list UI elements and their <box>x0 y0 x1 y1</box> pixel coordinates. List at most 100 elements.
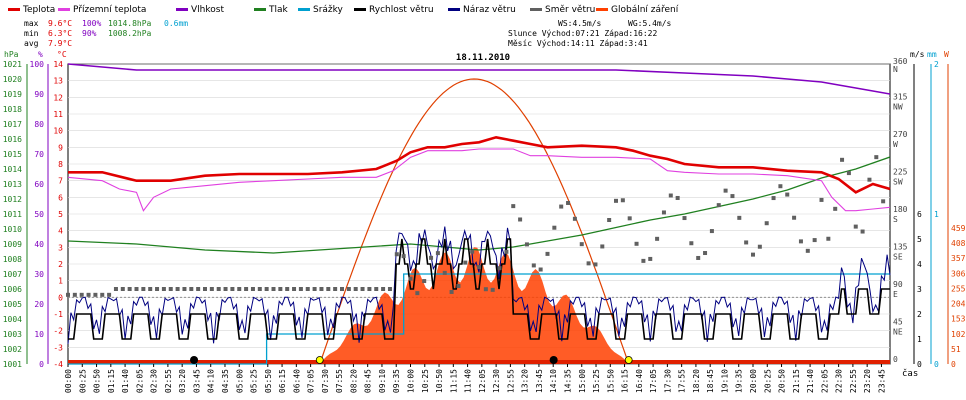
hpa-tick: 1008 <box>3 255 22 264</box>
stat-humidity: 90% <box>82 29 97 38</box>
legend-label: Teplota <box>22 5 55 15</box>
wind-dir-point <box>429 255 434 260</box>
ms-unit: m/s <box>910 50 925 59</box>
wind-dir-point <box>155 287 160 291</box>
wind-dir-point <box>381 287 386 291</box>
celsius-tick: -3 <box>53 343 63 352</box>
legend: Teplota Přízemní teplota Vlhkost Tlak Srážky… <box>8 5 679 15</box>
dir-tick: 0 <box>893 355 898 364</box>
celsius-tick: 6 <box>58 193 63 202</box>
dir-label: SE <box>893 253 903 262</box>
x-tick-label: 09:10 <box>378 369 387 393</box>
info-wg: WG:5.4m/s <box>628 19 672 28</box>
hpa-tick: 1012 <box>3 195 22 204</box>
stat-label: avg <box>24 39 39 48</box>
wind-dir-point <box>442 270 447 275</box>
hpa-tick: 1018 <box>3 105 22 114</box>
x-tick-label: 02:30 <box>150 369 159 393</box>
x-tick-label: 16:15 <box>621 369 630 393</box>
x-tick-label: 14:10 <box>549 369 558 393</box>
wind-dir-point <box>757 244 762 249</box>
wind-dir-point <box>230 287 235 291</box>
wm-tick: 306 <box>951 269 966 278</box>
wind-dir-point <box>723 188 728 193</box>
hpa-tick: 1004 <box>3 315 22 324</box>
dir-tick: 270 <box>893 130 908 139</box>
wind-dir-point <box>333 287 338 291</box>
wind-dir-point <box>655 236 660 241</box>
wind-dir-point <box>120 287 125 291</box>
celsius-tick: 5 <box>58 210 63 219</box>
wind-dir-point <box>689 241 694 246</box>
legend-label: Rychlost větru <box>369 5 434 15</box>
wind-dir-point <box>216 287 221 291</box>
stat-temp: 6.3°C <box>48 29 72 38</box>
wind-dir-point <box>182 287 187 291</box>
pct-tick: 100 <box>30 60 45 69</box>
wind-dir-point <box>477 265 481 270</box>
legend-swatch <box>448 8 460 11</box>
x-tick-label: 04:10 <box>207 369 216 393</box>
stat-temp: 9.6°C <box>48 19 72 28</box>
wind-dir-point <box>614 198 618 203</box>
wind-dir-point <box>812 238 817 243</box>
ms-tick: 6 <box>917 210 922 219</box>
wind-dir-point <box>141 287 146 291</box>
wind-dir-point <box>100 292 105 297</box>
plot-area <box>66 63 891 365</box>
wind-dir-point <box>518 217 523 222</box>
wind-dir-point <box>620 198 625 203</box>
hpa-tick: 1001 <box>3 360 22 369</box>
wind-dir-point <box>326 287 331 291</box>
hpa-tick: 1009 <box>3 240 22 249</box>
wind-dir-point <box>244 287 249 291</box>
wind-dir-point <box>709 229 714 234</box>
wind-dir-point <box>764 221 769 226</box>
wind-dir-point <box>292 287 297 291</box>
wm-unit: W <box>944 50 949 59</box>
x-tick-label: 02:05 <box>135 369 144 393</box>
celsius-tick: 4 <box>58 227 63 236</box>
x-tick-label: 17:30 <box>663 369 672 393</box>
x-tick-label: 20:50 <box>778 369 787 393</box>
humidity-line <box>67 63 891 95</box>
wind-dir-point <box>853 224 858 229</box>
info-sun: Slunce Východ:07:21 Západ:16:22 <box>508 29 657 38</box>
wind-dir-point <box>682 216 687 221</box>
dir-tick: 45 <box>893 318 903 327</box>
wind-dir-point <box>203 287 207 291</box>
wind-dir-point <box>792 215 797 220</box>
wind-dir-point <box>751 252 755 257</box>
legend-swatch <box>596 8 608 11</box>
ground-temp-line <box>67 148 891 212</box>
hpa-tick: 1015 <box>3 150 22 159</box>
wind-dir-point <box>703 251 708 256</box>
legend-label: Směr větru <box>545 5 595 15</box>
wind-dir-point <box>579 242 584 247</box>
pct-tick: 40 <box>34 240 44 249</box>
wind-dir-point <box>730 194 735 199</box>
hpa-tick: 1007 <box>3 270 22 279</box>
x-tick-label: 00:25 <box>78 369 87 393</box>
wind-dir-point <box>538 267 543 272</box>
hpa-tick: 1014 <box>3 165 22 174</box>
legend-swatch <box>176 8 188 11</box>
sunset-marker <box>624 356 633 364</box>
hpa-tick: 1011 <box>3 210 22 219</box>
x-axis-ticks: 00:00 00:25 00:50 01:15 01:40 02:05 02:30 02:55… <box>64 364 886 393</box>
dir-label: NE <box>893 328 903 337</box>
wind-dir-point <box>168 287 173 291</box>
wind-dir-point <box>408 276 413 281</box>
wind-dir-point <box>798 239 803 244</box>
wind-dir-point <box>463 260 468 265</box>
legend-swatch <box>254 8 266 11</box>
wind-dir-point <box>264 287 269 291</box>
wind-dir-point <box>278 287 283 291</box>
wind-dir-point <box>387 287 392 291</box>
wind-dir-point <box>771 196 776 201</box>
pct-tick: 60 <box>34 180 44 189</box>
celsius-tick: 8 <box>58 160 63 169</box>
info-moon: Měsíc Východ:14:11 Západ:3:41 <box>508 39 648 48</box>
dir-label: S <box>893 215 898 224</box>
x-tick-label: 17:05 <box>649 369 658 393</box>
